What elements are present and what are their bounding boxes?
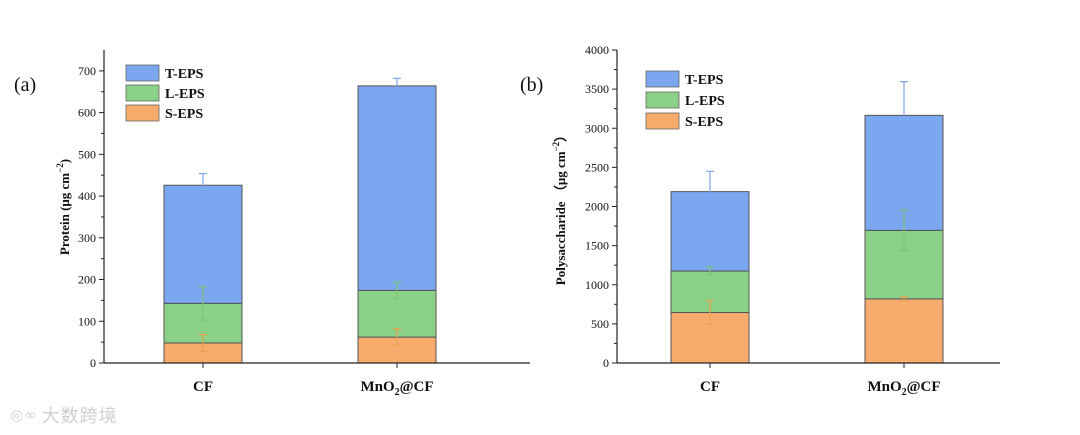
- y-tick-label: 1500: [585, 239, 609, 253]
- legend-label-t-eps: T-EPS: [165, 67, 204, 82]
- error-bar-l-eps-mno2-cf: [900, 209, 908, 252]
- bar-t-eps-mno2-cf: [357, 85, 437, 291]
- legend: T-EPS L-EPS S-EPS: [125, 64, 205, 122]
- y-axis-title: Protein (μg cm−2): [55, 159, 72, 255]
- y-tick-label: 0: [603, 356, 609, 370]
- x-tick-label: MnO2@CF: [360, 379, 433, 398]
- y-tick-label: 0: [90, 356, 96, 370]
- chart-panel-a: (a) 0 100 200 300 400 500 600 700 CF MnO2@CF Protei…: [14, 50, 530, 398]
- y-tick-label: 700: [78, 64, 96, 78]
- y-tick-label: 400: [78, 189, 96, 203]
- legend-swatch-l-eps: [125, 84, 160, 102]
- error-bar-t-eps-mno2-cf: [900, 81, 908, 150]
- legend-swatch-s-eps: [125, 104, 160, 122]
- legend-swatch-s-eps: [645, 112, 680, 130]
- y-tick-label: 3500: [585, 82, 609, 96]
- error-bar-l-eps-cf: [199, 286, 207, 321]
- watermark-text: 大数跨境: [41, 406, 118, 427]
- y-tick-label: 200: [78, 273, 96, 287]
- y-tick-label: 100: [78, 314, 96, 328]
- y-tick-label: 3000: [585, 121, 609, 135]
- y-tick-label: 600: [78, 106, 96, 120]
- y-tick-label: 2500: [585, 160, 609, 174]
- x-tick-label: CF: [700, 379, 720, 395]
- y-tick-label: 500: [78, 147, 96, 161]
- y-tick-label: 300: [78, 231, 96, 245]
- legend-label-l-eps: L-EPS: [685, 94, 725, 109]
- error-bar-s-eps-mno2-cf: [900, 295, 908, 302]
- chart-panel-b: (b) 0 500 1000 1500 2000 2500 3000 3500 4000 CF MnO…: [520, 43, 1000, 398]
- weibo-icon: ◎∞: [10, 406, 38, 424]
- x-tick-label: MnO2@CF: [867, 379, 940, 398]
- bar-s-eps-mno2-cf: [864, 298, 944, 364]
- legend-swatch-t-eps: [645, 70, 680, 88]
- legend-label-l-eps: L-EPS: [165, 87, 205, 102]
- error-bar-t-eps-cf: [706, 170, 714, 213]
- error-bar-t-eps-mno2-cf: [393, 77, 401, 95]
- bar-t-eps-cf: [163, 184, 243, 304]
- legend-label-t-eps: T-EPS: [685, 73, 724, 88]
- y-tick-label: 500: [591, 317, 609, 331]
- error-bar-s-eps-cf: [706, 300, 714, 325]
- legend-swatch-t-eps: [125, 64, 160, 82]
- y-tick-label: 4000: [585, 43, 609, 57]
- legend-swatch-l-eps: [645, 91, 680, 109]
- y-tick-label: 1000: [585, 278, 609, 292]
- error-bar-s-eps-mno2-cf: [393, 328, 401, 347]
- error-bar-l-eps-cf: [706, 266, 714, 276]
- watermark: ◎∞ 大数跨境: [10, 402, 118, 428]
- x-tick-label: CF: [193, 379, 213, 395]
- legend-label-s-eps: S-EPS: [165, 107, 203, 122]
- panel-label: (b): [520, 74, 543, 96]
- error-bar-l-eps-mno2-cf: [393, 281, 401, 300]
- error-bar-s-eps-cf: [199, 334, 207, 352]
- y-tick-label: 2000: [585, 200, 609, 214]
- error-bar-t-eps-cf: [199, 172, 207, 198]
- y-axis-title: Polysaccharide （μg cm−2）: [551, 129, 568, 285]
- legend-label-s-eps: S-EPS: [685, 115, 723, 130]
- legend: T-EPS L-EPS S-EPS: [645, 70, 725, 130]
- panel-label: (a): [14, 74, 36, 96]
